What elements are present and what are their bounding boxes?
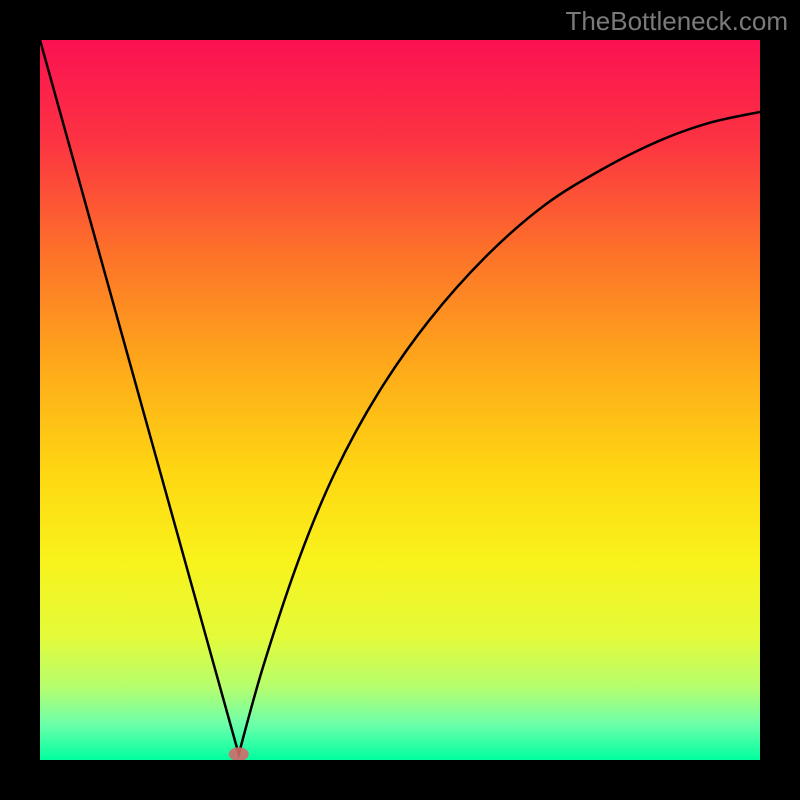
watermark-text: TheBottleneck.com [565,6,788,37]
chart-frame: TheBottleneck.com [0,0,800,800]
plot-area [40,40,760,760]
bottleneck-curve [40,40,760,754]
optimum-marker [229,747,249,760]
plot-svg [40,40,760,760]
